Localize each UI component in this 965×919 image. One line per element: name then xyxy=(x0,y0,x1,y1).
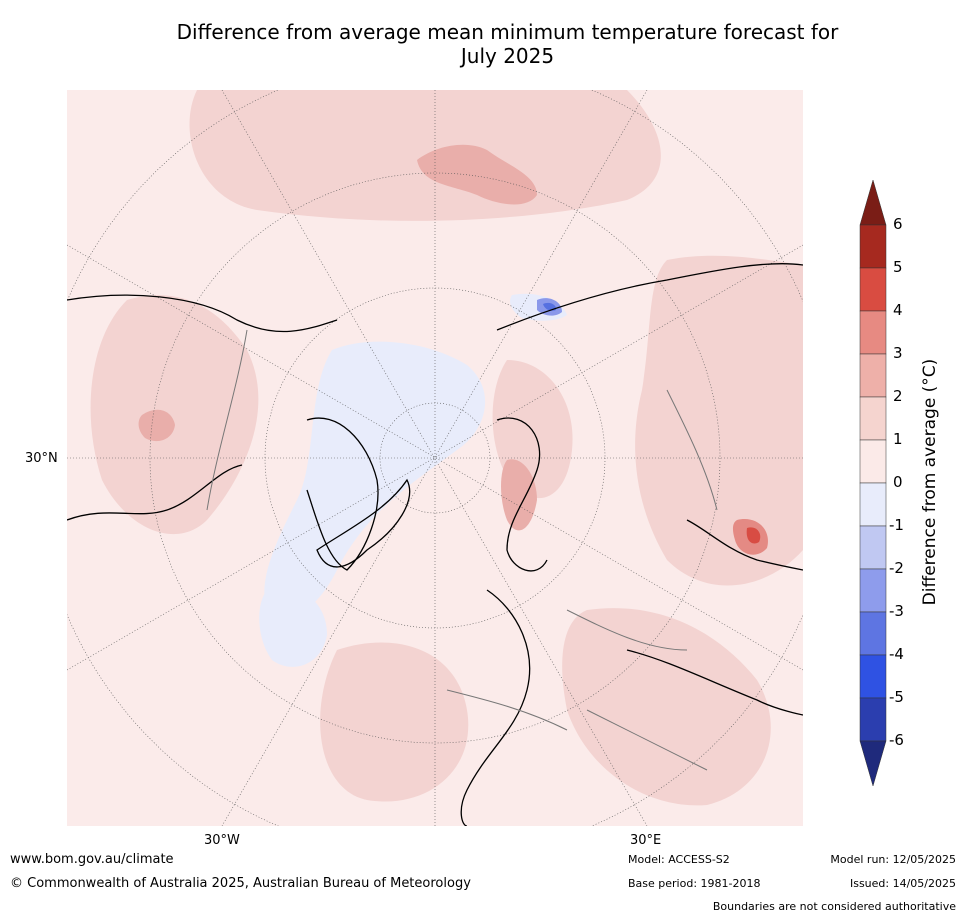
colorbar-segment xyxy=(859,697,887,742)
anomaly-region-labrador-sea xyxy=(259,587,327,667)
chart-title: Difference from average mean minimum tem… xyxy=(100,20,915,68)
graticule xyxy=(67,90,803,826)
lon-label-30w: 30°W xyxy=(204,833,240,848)
colorbar-segment xyxy=(859,224,887,269)
lat-label-30n: 30°N xyxy=(25,451,58,466)
colorbar-extend-top xyxy=(859,179,887,226)
colorbar-svg xyxy=(859,179,887,787)
colorbar-segment xyxy=(859,396,887,441)
colorbar-tick-label: 2 xyxy=(893,387,903,405)
colorbar-tick-label: -4 xyxy=(889,645,904,663)
forecast-map xyxy=(67,90,803,826)
footer-boundaries-note: Boundaries are not considered authoritat… xyxy=(712,900,956,913)
footer-issued: Issued: 14/05/2025 xyxy=(849,877,956,890)
colorbar-tick-label: -5 xyxy=(889,688,904,706)
anomaly-region-norway xyxy=(501,459,537,531)
coastlines xyxy=(67,263,803,826)
colorbar-title: Difference from average (°C) xyxy=(920,358,940,606)
colorbar-segment xyxy=(859,439,887,484)
footer-model: Model: ACCESS-S2 xyxy=(628,853,730,866)
colorbar-tick-label: 4 xyxy=(893,301,903,319)
colorbar-segment xyxy=(859,525,887,570)
colorbar-segment xyxy=(859,310,887,355)
colorbar-tick-label: 0 xyxy=(893,473,903,491)
anomaly-region-hotspot xyxy=(746,527,761,544)
colorbar-tick-label: -6 xyxy=(889,731,904,749)
footer-base-period: Base period: 1981-2018 xyxy=(628,877,761,890)
anomaly-region-canada xyxy=(138,409,175,442)
colorbar-tick-label: 5 xyxy=(893,258,903,276)
map-svg xyxy=(67,90,803,826)
colorbar-tick-label: -2 xyxy=(889,559,904,577)
colorbar-segment xyxy=(859,482,887,527)
colorbar-segment xyxy=(859,267,887,312)
footer-copyright: © Commonwealth of Australia 2025, Austra… xyxy=(10,876,471,891)
colorbar-segment xyxy=(859,568,887,613)
colorbar-segment xyxy=(859,611,887,656)
anomaly-region-north-america xyxy=(90,295,259,535)
anomaly-region-bering xyxy=(417,144,537,205)
anomaly-region-atlantic xyxy=(320,642,469,802)
anomaly-region-central-asia xyxy=(562,608,771,806)
anomaly-region-east-asia xyxy=(635,255,803,586)
lon-label-30e: 30°E xyxy=(630,833,662,848)
colorbar-tick-label: 1 xyxy=(893,430,903,448)
colorbar-tick-label: -1 xyxy=(889,516,904,534)
title-line-1: Difference from average mean minimum tem… xyxy=(176,20,839,44)
colorbar-tick-label: 3 xyxy=(893,344,903,362)
colorbar-extend-bottom xyxy=(859,740,887,787)
colorbar xyxy=(858,179,948,790)
colorbar-segment xyxy=(859,654,887,699)
colorbar-segment xyxy=(859,353,887,398)
footer-website: www.bom.gov.au/climate xyxy=(10,852,174,867)
boundaries xyxy=(206,329,718,771)
colorbar-tick-label: -3 xyxy=(889,602,904,620)
footer-model-run: Model run: 12/05/2025 xyxy=(830,853,956,866)
title-line-2: July 2025 xyxy=(460,44,555,68)
colorbar-tick-label: 6 xyxy=(893,215,903,233)
